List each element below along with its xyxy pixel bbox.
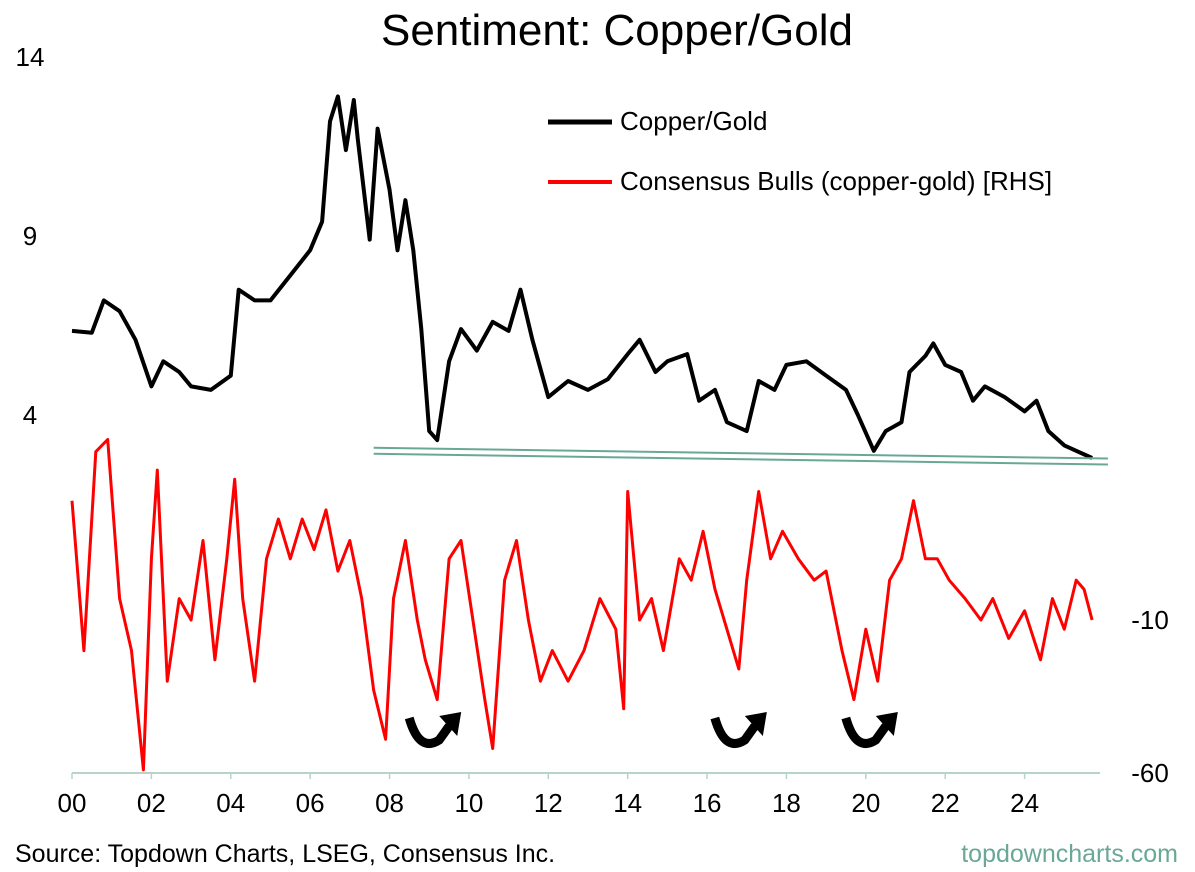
source-note: Source: Topdown Charts, LSEG, Consensus … [15, 840, 555, 868]
x-tick-label: 22 [931, 788, 960, 818]
arrow-curve [404, 716, 453, 748]
x-axis: 00 02 04 06 08 10 12 14 16 18 20 22 24 [58, 773, 1039, 818]
x-tick-label: 08 [375, 788, 404, 818]
annotations [373, 446, 1108, 748]
legend-label-copper-gold: Copper/Gold [620, 106, 767, 136]
left-tick-label: 4 [23, 400, 37, 430]
chart-title: Sentiment: Copper/Gold [381, 6, 853, 55]
series-layer [70, 94, 1094, 772]
copper-gold-line [71, 94, 1093, 460]
arrow-head [439, 712, 462, 736]
right-tick-label: -60 [1131, 758, 1169, 788]
x-tick-label: 00 [58, 788, 87, 818]
x-tick-label: 02 [137, 788, 166, 818]
x-tick-label: 24 [1010, 788, 1039, 818]
legend: Copper/Gold Consensus Bulls (copper-gold… [548, 106, 1052, 196]
x-tick-label: 04 [216, 788, 245, 818]
legend-label-consensus-bulls: Consensus Bulls (copper-gold) [RHS] [620, 166, 1052, 196]
x-tick-label: 18 [772, 788, 801, 818]
x-tick-label: 20 [851, 788, 880, 818]
x-tick-label: 10 [454, 788, 483, 818]
right-tick-label: -10 [1131, 605, 1169, 635]
left-axis: 14 9 4 [16, 42, 45, 430]
arrow-head [875, 712, 898, 736]
brand-watermark: topdowncharts.com [961, 840, 1178, 868]
right-axis: -10 -60 [1131, 605, 1169, 788]
x-tick-label: 06 [296, 788, 325, 818]
turn-up-arrow-icon [710, 712, 767, 748]
support-trendline [373, 452, 1108, 466]
arrow-head [744, 712, 767, 736]
turn-up-arrow-icon [841, 712, 898, 748]
consensus-bulls-line [70, 438, 1094, 772]
left-tick-label: 9 [23, 221, 37, 251]
arrow-curve [841, 716, 890, 748]
arrow-curve [710, 716, 759, 748]
x-tick-label: 14 [613, 788, 642, 818]
left-tick-label: 14 [16, 42, 45, 72]
support-trendline [373, 446, 1108, 460]
x-tick-label: 16 [693, 788, 722, 818]
turn-up-arrow-icon [404, 712, 462, 748]
x-tick-label: 12 [534, 788, 563, 818]
